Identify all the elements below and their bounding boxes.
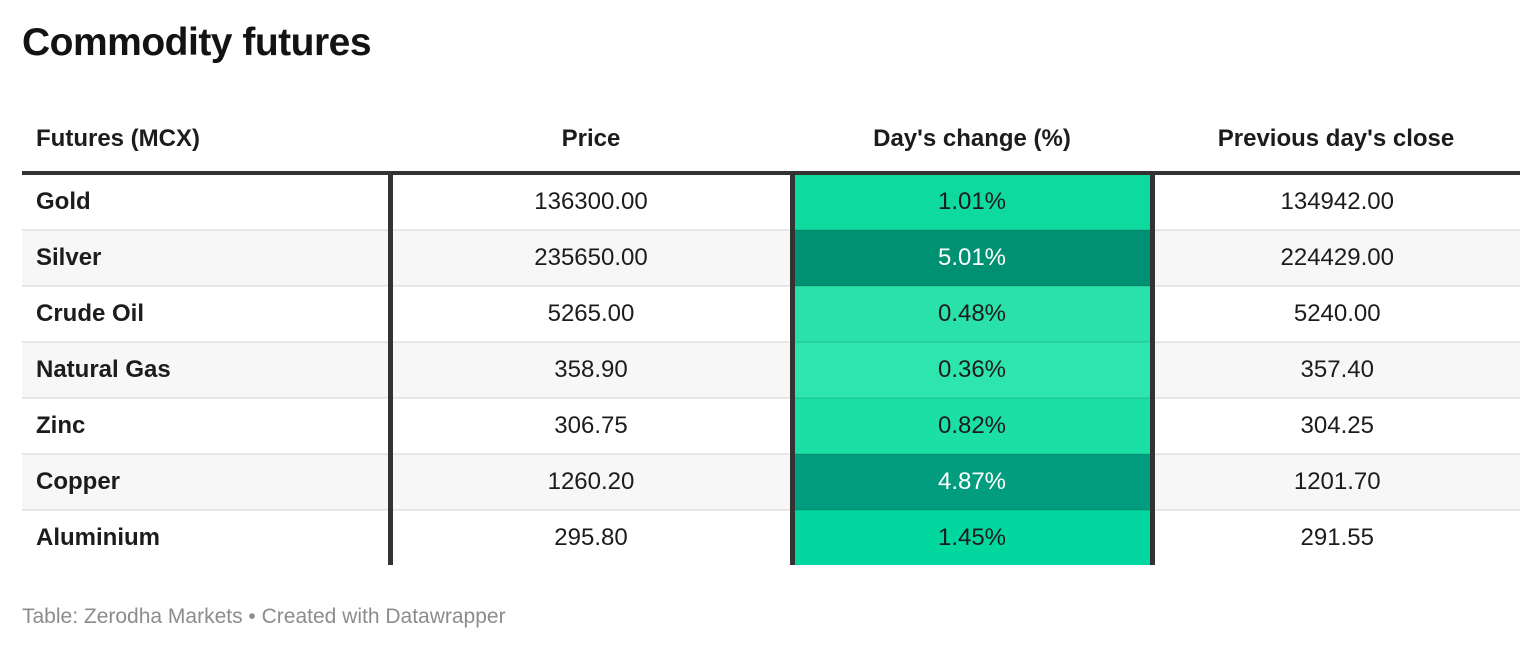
table-row: Aluminium 295.80 1.45% 291.55 (22, 509, 1520, 565)
day-change-cell: 4.87% (789, 453, 1155, 510)
prev-close-cell: 357.40 (1152, 341, 1520, 398)
table-row: Zinc 306.75 0.82% 304.25 (22, 397, 1520, 454)
futures-name-cell: Copper (22, 453, 393, 510)
header-row: Futures (MCX) Price Day's change (%) Pre… (22, 113, 1520, 175)
price-cell: 295.80 (390, 509, 792, 565)
column-header-futures: Futures (MCX) (22, 113, 390, 175)
futures-name-cell: Crude Oil (22, 285, 393, 342)
table-row: Crude Oil 5265.00 0.48% 5240.00 (22, 285, 1520, 342)
column-header-prev-close: Previous day's close (1152, 113, 1520, 175)
table-header: Futures (MCX) Price Day's change (%) Pre… (22, 113, 1520, 175)
table-row: Silver 235650.00 5.01% 224429.00 (22, 229, 1520, 286)
table-row: Gold 136300.00 1.01% 134942.00 (22, 173, 1520, 230)
column-header-day-change: Day's change (%) (792, 113, 1152, 175)
price-cell: 136300.00 (534, 188, 648, 215)
footer-credit: Table: Zerodha Markets • Created with Da… (22, 605, 506, 628)
day-change-cell: 0.48% (789, 285, 1155, 342)
price-cell: 306.75 (390, 397, 792, 454)
price-cell: 235650.00 (390, 229, 792, 286)
day-change-cell: 0.82% (789, 397, 1155, 454)
prev-close-cell: 224429.00 (1152, 229, 1520, 286)
prev-close-cell: 5240.00 (1152, 285, 1520, 342)
column-header-price: Price (390, 113, 792, 175)
table-body: Gold 136300.00 1.01% 134942.00 Silver 23… (22, 173, 1520, 565)
table-row: Natural Gas 358.90 0.36% 357.40 (22, 341, 1520, 398)
prev-close-cell: 304.25 (1152, 397, 1520, 454)
prev-close-cell: 291.55 (1152, 509, 1520, 565)
page-title: Commodity futures (22, 21, 372, 64)
futures-name-cell: Natural Gas (22, 341, 393, 398)
futures-name-cell: Zinc (22, 397, 393, 454)
prev-close-cell: 1201.70 (1152, 453, 1520, 510)
day-change-cell: 1.01% (789, 173, 1155, 230)
commodity-futures-table: Futures (MCX) Price Day's change (%) Pre… (22, 113, 1520, 565)
datawrapper-table-page: Commodity futures Futures (MCX) Price Da… (0, 20, 1540, 664)
futures-name-cell: Silver (22, 229, 393, 286)
price-cell: 358.90 (390, 341, 792, 398)
price-cell: 5265.00 (390, 285, 792, 342)
table-row: Copper 1260.20 4.87% 1201.70 (22, 453, 1520, 510)
price-cell: 1260.20 (390, 453, 792, 510)
day-change-cell: 0.36% (789, 341, 1155, 398)
prev-close-cell: 134942.00 (1280, 188, 1394, 215)
day-change-cell: 5.01% (789, 229, 1155, 286)
futures-name-cell: Aluminium (22, 509, 393, 565)
day-change-cell: 1.45% (789, 509, 1155, 565)
futures-name-cell: Gold (22, 173, 393, 230)
